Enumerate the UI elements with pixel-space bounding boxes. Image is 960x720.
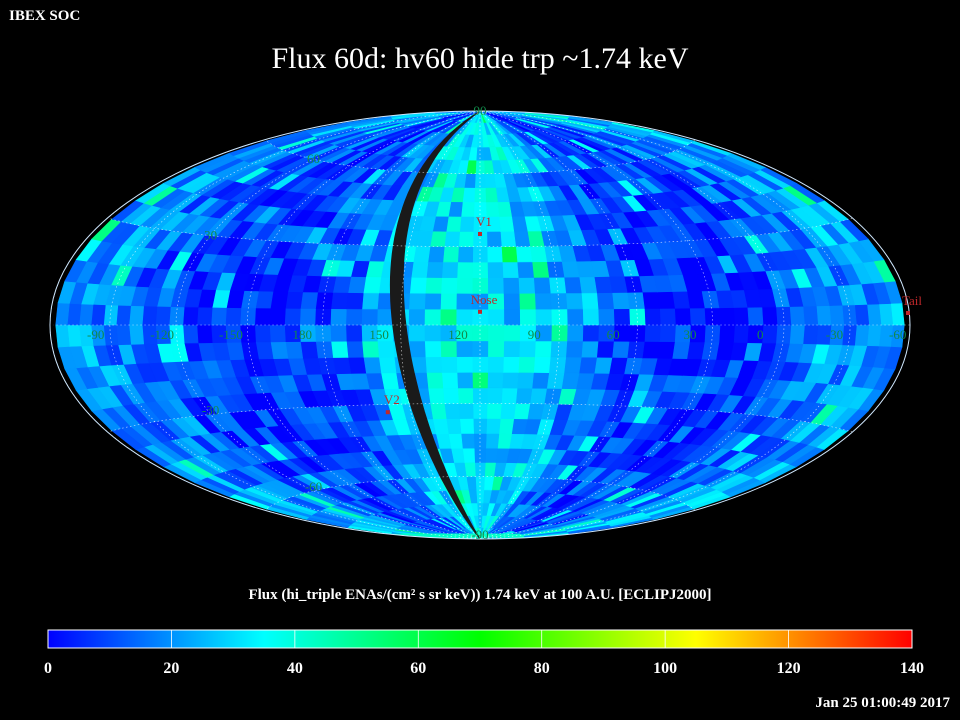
longitude-label: 60 [607,327,620,342]
longitude-label: 120 [448,327,468,342]
timestamp: Jan 25 01:00:49 2017 [815,695,950,711]
organization-label: IBEX SOC [9,8,81,24]
marker-v2-label: V2 [384,392,400,407]
graticule-labels: 60 30 0 -30 -60 -90 -120 -150 180 150 120 90 90 60 30 -… [87,103,906,542]
latitude-label: -60 [305,479,322,494]
latitude-label: 90 [474,103,487,118]
longitude-label: 150 [369,327,389,342]
latitude-label: -30 [202,402,219,417]
longitude-label: 0 [757,327,764,342]
longitude-label: 180 [293,327,313,342]
longitude-label: -60 [889,327,906,342]
flux-cells [55,111,905,539]
longitude-label: -30 [826,327,843,342]
map-markers: V1 Nose V2 Tail [384,214,922,415]
latitude-label: -90 [471,527,488,542]
longitude-label: -120 [150,327,174,342]
marker-v1-point [478,232,482,236]
marker-nose-label: Nose [471,292,498,307]
graticule [50,111,910,539]
map-outline [49,110,911,540]
map-title: Flux 60d: hv60 hide trp ~1.74 keV [271,42,689,75]
colorbar-label: Flux (hi_triple ENAs/(cm² s sr keV)) 1.7… [248,587,712,603]
colorbar-tickmarks [47,630,913,648]
colorbar [47,629,913,649]
marker-nose-point [478,309,482,314]
latitude-label: 60 [307,151,320,166]
longitude-label: 30 [684,327,697,342]
longitude-label: -90 [87,327,104,342]
marker-v1-label: V1 [476,214,492,229]
longitude-label: 90 [528,327,541,342]
longitude-label: -150 [219,327,243,342]
marker-tail-label: Tail [902,293,922,308]
marker-tail-point [906,311,910,315]
latitude-label: 30 [204,228,217,243]
marker-v2-point [385,410,390,415]
